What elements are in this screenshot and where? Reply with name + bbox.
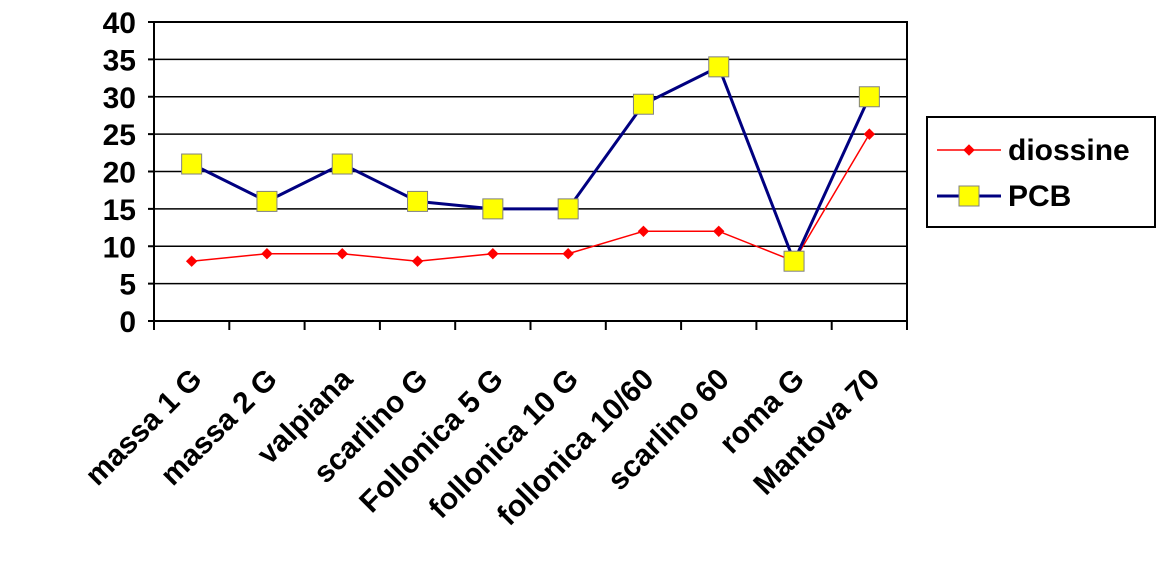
- data-point-diossine: [487, 248, 499, 260]
- data-point-PCB: [858, 86, 880, 108]
- y-tick-label: 25: [103, 119, 136, 152]
- markers-diossine: [185, 128, 876, 267]
- data-point-PCB: [181, 153, 203, 175]
- series-diossine: [191, 133, 870, 262]
- legend-entries: diossine PCB: [937, 134, 1130, 213]
- series-line-PCB: [190, 65, 871, 263]
- y-tick-label: 30: [103, 82, 136, 115]
- data-point-PCB: [256, 190, 278, 212]
- series-line-diossine: [191, 133, 870, 262]
- y-tick-label: 0: [119, 306, 136, 339]
- data-point-PCB: [783, 250, 805, 272]
- data-point-PCB: [331, 153, 353, 175]
- data-point-diossine: [863, 128, 876, 140]
- legend-marker: [958, 185, 980, 207]
- markers-PCB: [181, 56, 880, 272]
- data-point-PCB: [557, 198, 579, 220]
- data-point-diossine: [185, 255, 198, 267]
- y-tick-label: 15: [103, 194, 136, 227]
- data-point-diossine: [336, 248, 348, 260]
- legend-label: PCB: [1008, 180, 1071, 213]
- y-axis: 0 5 10 15 20 25 30 35 40: [103, 7, 154, 339]
- series-PCB: [190, 65, 871, 263]
- legend-marker: [963, 144, 975, 156]
- data-point-diossine: [713, 225, 725, 238]
- series-layer: [181, 56, 880, 272]
- y-tick-label: 20: [103, 157, 136, 190]
- data-point-diossine: [411, 255, 424, 267]
- legend: diossine PCB: [926, 116, 1156, 228]
- legend-entry-PCB: PCB: [937, 180, 1071, 213]
- y-tick-label: 40: [103, 7, 136, 40]
- y-tick-label: 10: [103, 231, 136, 264]
- data-point-diossine: [637, 225, 650, 238]
- data-point-PCB: [407, 190, 429, 212]
- legend-box: [926, 116, 1156, 228]
- legend-label: diossine: [1008, 134, 1130, 167]
- data-point-diossine: [261, 248, 273, 260]
- data-point-PCB: [708, 56, 730, 78]
- data-point-PCB: [632, 93, 654, 115]
- legend-entry-diossine: diossine: [937, 134, 1130, 167]
- data-point-PCB: [482, 198, 504, 220]
- data-point-diossine: [562, 248, 574, 260]
- y-tick-label: 35: [103, 44, 136, 77]
- y-tick-label: 5: [119, 269, 136, 302]
